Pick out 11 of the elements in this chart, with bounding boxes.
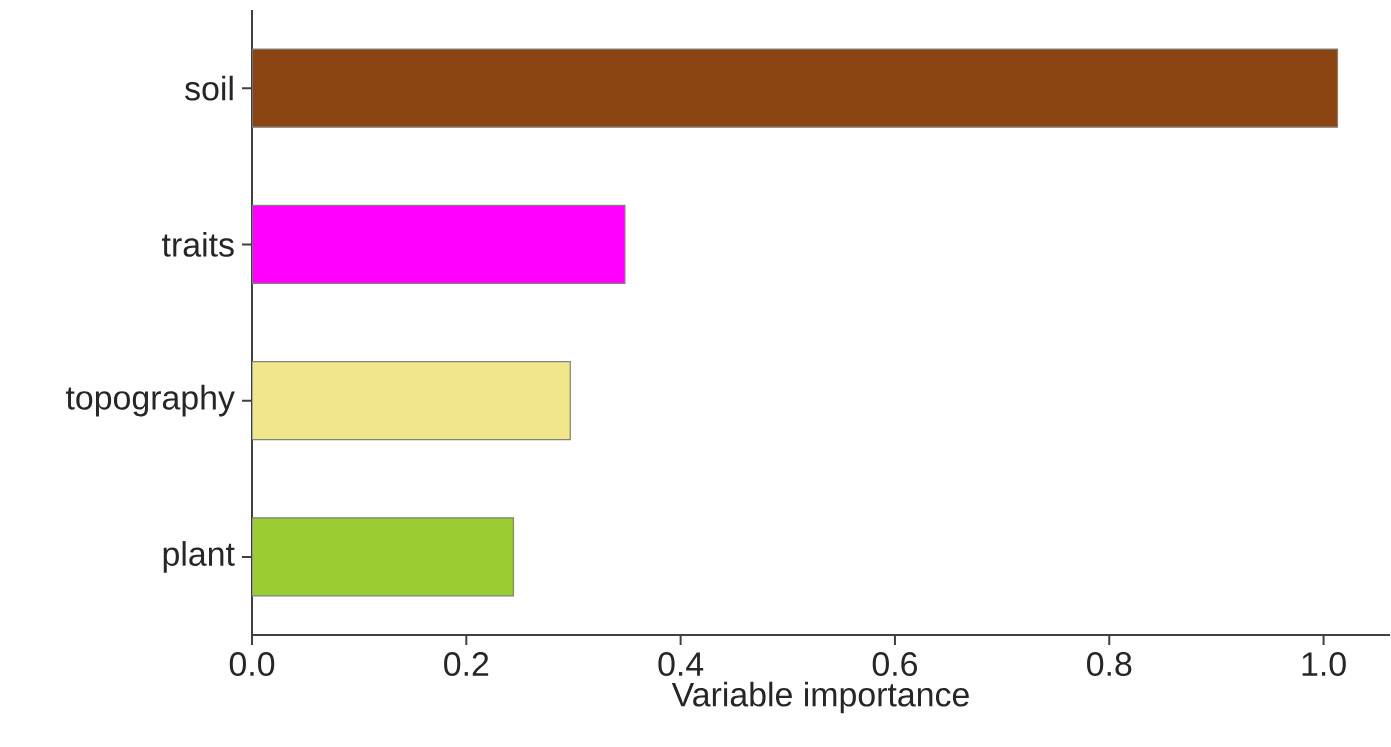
x-tick-label: 0.6: [872, 652, 917, 677]
x-tick-label: 0.4: [658, 652, 704, 677]
x-tick-label: 0.0: [229, 652, 275, 677]
y-tick-label: traits: [162, 231, 234, 257]
x-tick-label: 0.8: [1087, 652, 1132, 677]
y-tick-label: soil: [185, 75, 233, 101]
y-tick-label: plant: [163, 541, 235, 573]
x-tick-label: 0.2: [444, 652, 489, 677]
x-tick-label: 1.0: [1302, 652, 1346, 677]
x-axis-title: Variable importance: [671, 681, 969, 714]
y-tick-label: topography: [65, 384, 235, 417]
